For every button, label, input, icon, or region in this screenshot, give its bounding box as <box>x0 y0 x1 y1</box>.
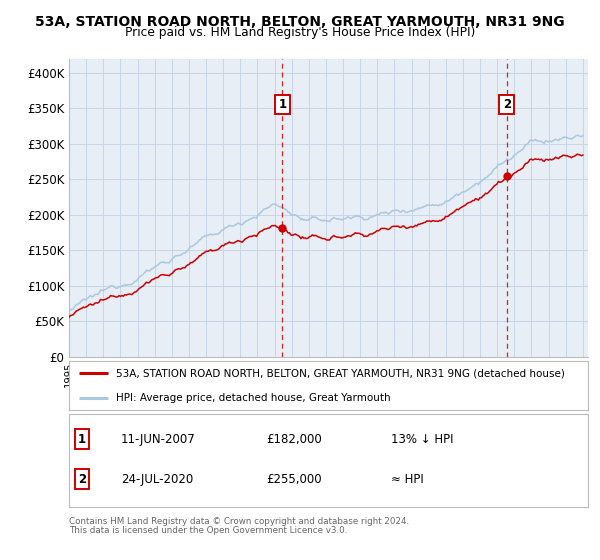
Text: Price paid vs. HM Land Registry's House Price Index (HPI): Price paid vs. HM Land Registry's House … <box>125 26 475 39</box>
Text: 53A, STATION ROAD NORTH, BELTON, GREAT YARMOUTH, NR31 9NG: 53A, STATION ROAD NORTH, BELTON, GREAT Y… <box>35 15 565 29</box>
Text: 53A, STATION ROAD NORTH, BELTON, GREAT YARMOUTH, NR31 9NG (detached house): 53A, STATION ROAD NORTH, BELTON, GREAT Y… <box>116 368 565 379</box>
Text: ≈ HPI: ≈ HPI <box>391 473 424 486</box>
Text: 2: 2 <box>503 98 511 111</box>
Text: 1: 1 <box>278 98 286 111</box>
Text: This data is licensed under the Open Government Licence v3.0.: This data is licensed under the Open Gov… <box>69 526 347 535</box>
Text: 2: 2 <box>78 473 86 486</box>
Text: Contains HM Land Registry data © Crown copyright and database right 2024.: Contains HM Land Registry data © Crown c… <box>69 517 409 526</box>
Text: 11-JUN-2007: 11-JUN-2007 <box>121 433 196 446</box>
Text: 13% ↓ HPI: 13% ↓ HPI <box>391 433 453 446</box>
Text: £255,000: £255,000 <box>266 473 322 486</box>
Text: 1: 1 <box>78 433 86 446</box>
Text: HPI: Average price, detached house, Great Yarmouth: HPI: Average price, detached house, Grea… <box>116 393 391 403</box>
Text: 24-JUL-2020: 24-JUL-2020 <box>121 473 193 486</box>
Text: £182,000: £182,000 <box>266 433 322 446</box>
